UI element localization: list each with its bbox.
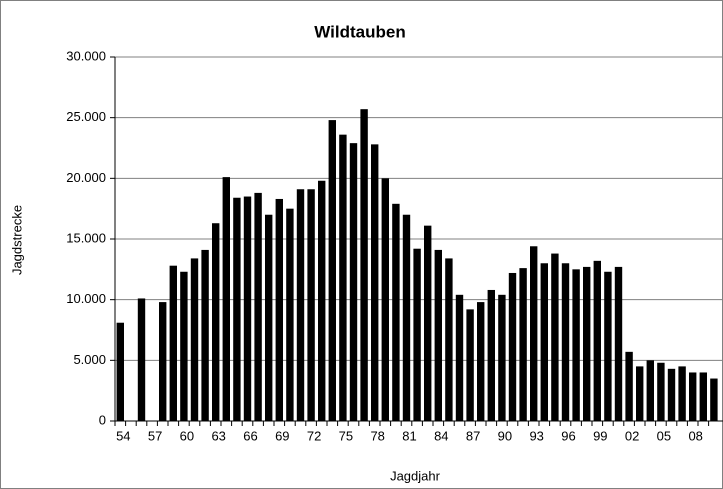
x-tick-label: 99 — [593, 428, 607, 443]
bar — [710, 378, 718, 421]
bar — [190, 258, 199, 421]
bar — [625, 351, 633, 421]
x-tick-label: 75 — [339, 428, 353, 443]
bar — [339, 134, 347, 422]
x-tick-label: 84 — [434, 428, 448, 443]
bar — [445, 258, 453, 421]
y-tick-label: 15.000 — [66, 230, 106, 245]
bar — [296, 189, 305, 421]
bar — [371, 144, 379, 422]
bar — [583, 266, 591, 421]
y-tick-label: 10.000 — [66, 291, 106, 306]
x-tick-label: 54 — [116, 428, 130, 443]
bar — [360, 109, 368, 421]
bar — [318, 180, 326, 421]
bar — [159, 302, 167, 421]
chart-title: Wildtauben — [314, 22, 405, 41]
x-tick-label: 08 — [688, 428, 702, 443]
bar — [116, 322, 124, 421]
bar — [328, 120, 336, 422]
x-axis-label: Jagdjahr — [390, 468, 441, 483]
bar — [508, 272, 517, 421]
bar — [646, 360, 654, 421]
bar — [561, 263, 570, 421]
bar — [593, 260, 601, 421]
bar — [169, 265, 177, 421]
x-tick-label: 57 — [148, 428, 162, 443]
bar — [604, 271, 612, 421]
bar — [180, 271, 188, 421]
y-axis-label: Jagdstrecke — [9, 205, 24, 275]
bar — [402, 214, 411, 421]
bar — [381, 178, 389, 421]
bar — [265, 214, 273, 421]
bar — [275, 198, 283, 421]
bar — [530, 246, 538, 421]
y-tick-label: 20.000 — [66, 170, 106, 185]
bar — [636, 366, 644, 421]
x-tick-label: 60 — [180, 428, 194, 443]
bar — [307, 189, 315, 421]
bar — [455, 294, 464, 421]
x-tick-label: 81 — [402, 428, 416, 443]
y-tick-label: 25.000 — [66, 109, 106, 124]
x-tick-label: 63 — [211, 428, 225, 443]
bar — [424, 225, 432, 421]
bar — [477, 302, 485, 421]
y-tick-label: 0 — [99, 412, 106, 427]
bar — [212, 223, 220, 421]
bar — [614, 266, 623, 421]
bar — [243, 196, 252, 421]
bar — [551, 253, 559, 421]
bar — [137, 298, 146, 421]
bar — [222, 177, 230, 421]
bar — [286, 208, 294, 421]
x-tick-label: 78 — [370, 428, 384, 443]
x-tick-label: 72 — [307, 428, 321, 443]
x-tick-label: 93 — [529, 428, 543, 443]
bar — [254, 192, 262, 421]
bar — [572, 269, 580, 421]
bar — [466, 309, 474, 421]
bar — [233, 197, 241, 421]
y-tick-label: 30.000 — [66, 48, 106, 63]
x-tick-label: 96 — [561, 428, 575, 443]
bar — [540, 263, 548, 421]
x-tick-label: 66 — [243, 428, 257, 443]
bar — [498, 294, 506, 421]
bar — [678, 366, 686, 421]
bar — [657, 362, 665, 421]
bar — [667, 368, 676, 421]
x-tick-label: 02 — [625, 428, 639, 443]
y-tick-label: 5.000 — [73, 352, 106, 367]
bar — [392, 203, 400, 421]
bar — [349, 143, 358, 421]
x-tick-label: 90 — [498, 428, 512, 443]
bar — [413, 248, 421, 421]
x-tick-label: 05 — [657, 428, 671, 443]
bar — [201, 249, 209, 421]
bar — [434, 249, 442, 421]
bar — [487, 289, 495, 421]
x-tick-label: 69 — [275, 428, 289, 443]
bar — [689, 372, 697, 421]
bar — [699, 372, 707, 421]
bar — [519, 268, 527, 421]
x-tick-label: 87 — [466, 428, 480, 443]
